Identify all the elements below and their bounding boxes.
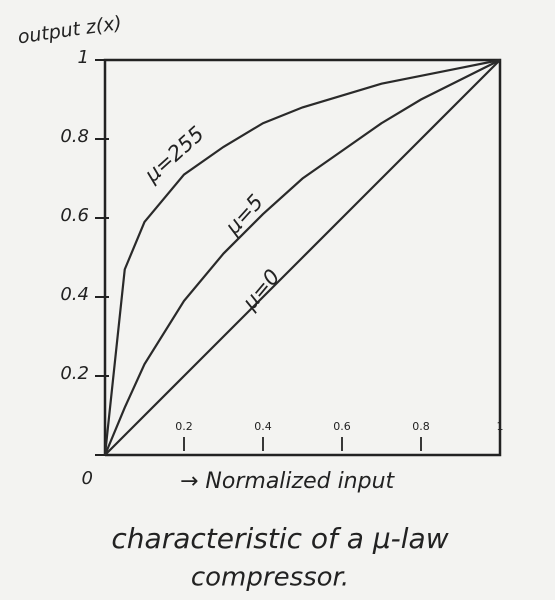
y-tick-label: 0.6 [60,205,89,226]
x-tick-label: 0.2 [175,420,193,433]
x-axis-label: → Normalized input [180,469,396,494]
y-tick-label: 0.2 [60,363,89,384]
y-tick-label: 0.8 [60,126,89,147]
x-tick-label: 0.6 [333,420,351,433]
y-tick-label: 0 [82,468,93,489]
x-tick-label: 0.8 [412,420,430,433]
x-tick-label: 1 [497,420,504,433]
y-tick-label: 0.4 [60,284,89,305]
caption: compressor. [191,563,349,593]
y-tick-label: 1 [78,47,89,68]
curve [104,59,501,456]
caption: characteristic of a μ-law [111,522,448,555]
curve [103,58,501,456]
x-tick-label: 0.4 [254,420,272,433]
curve [103,59,501,456]
